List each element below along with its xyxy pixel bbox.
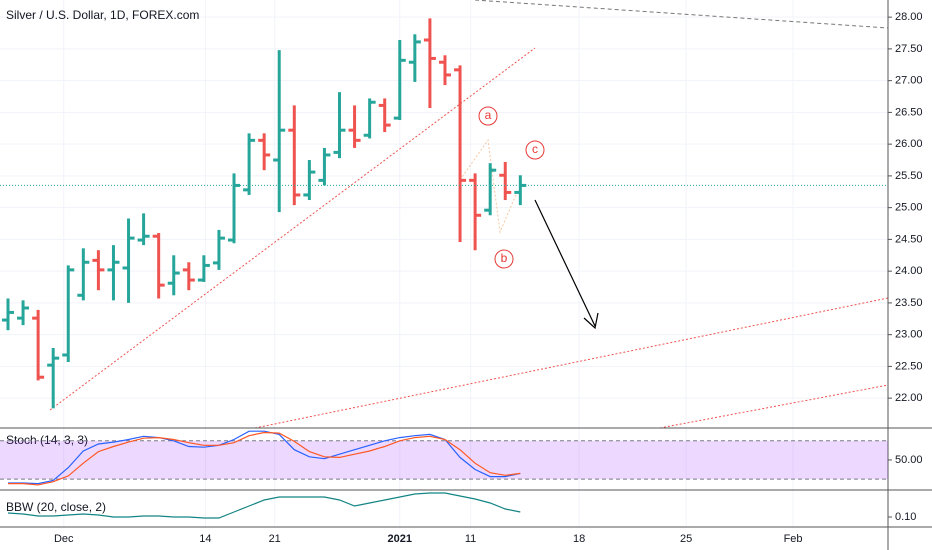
trend-line — [49, 47, 536, 411]
x-tick-label: 21 — [269, 533, 281, 545]
wave-line — [459, 138, 519, 234]
x-tick-label: 11 — [465, 533, 476, 545]
wave-circle — [494, 249, 514, 269]
x-tick-label: 18 — [573, 533, 585, 545]
y-tick-label: 25.00 — [895, 202, 923, 214]
x-tick-label: 14 — [199, 533, 211, 545]
series-line — [8, 430, 521, 485]
wave-label: b — [501, 251, 508, 265]
chart-title: Silver / U.S. Dollar, 1D, FOREX.com — [6, 8, 199, 22]
y-tick-label: 23.50 — [895, 297, 923, 309]
x-tick-label: 25 — [680, 533, 692, 545]
y-tick-label: 25.50 — [895, 170, 923, 182]
y-tick-label: 27.00 — [895, 75, 923, 87]
y-tick-label: 0.10 — [895, 511, 916, 523]
y-tick-label: 22.00 — [895, 392, 923, 404]
wave-circle — [525, 140, 545, 160]
y-tick-label: 24.50 — [895, 233, 923, 245]
y-tick-label: 26.00 — [895, 138, 923, 150]
grid-layer — [0, 0, 888, 527]
x-tick-label: Dec — [54, 533, 74, 545]
indicator-title: Stoch (14, 3, 3) — [6, 433, 88, 447]
wave-label: a — [485, 108, 492, 122]
indicator-title: BBW (20, close, 2) — [6, 500, 106, 514]
series-line — [8, 431, 521, 486]
wave-label: c — [532, 142, 538, 156]
x-tick-label: Feb — [784, 533, 803, 545]
series-line — [7, 492, 521, 519]
trend-line — [659, 384, 889, 429]
trend-line — [474, 0, 889, 29]
band — [0, 440, 888, 480]
wave-circle — [478, 106, 498, 126]
y-tick-label: 24.00 — [895, 265, 923, 277]
y-tick-label: 28.00 — [895, 11, 923, 23]
y-tick-label: 22.50 — [895, 360, 923, 372]
drawings: a b c — [49, 0, 889, 429]
y-tick-label: 27.50 — [895, 43, 923, 55]
x-tick-label: 2021 — [388, 533, 412, 545]
y-tick-label: 23.00 — [895, 329, 923, 341]
y-tick-label: 26.50 — [895, 106, 923, 118]
y-tick-label: 50.00 — [895, 454, 923, 466]
arrow — [534, 199, 596, 327]
arrow-head — [583, 312, 599, 330]
